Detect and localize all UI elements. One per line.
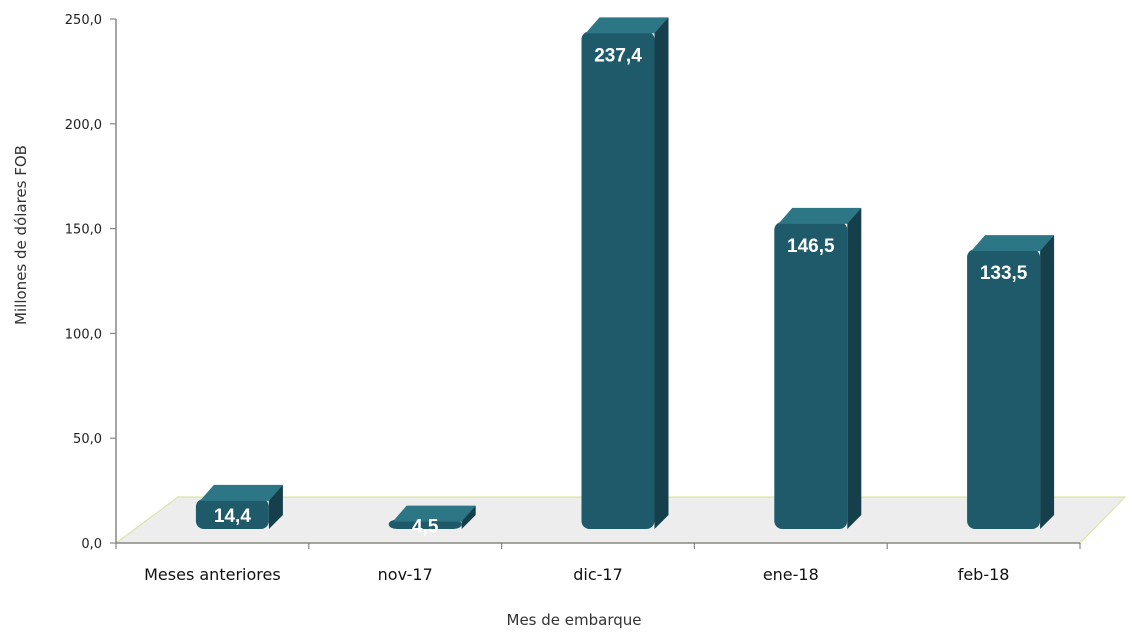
bar-side [1040,235,1055,529]
bar-top [971,235,1055,252]
bar-value-label: 4,5 [412,516,439,537]
x-tick-label: feb-18 [958,565,1010,584]
bar: 237,4 [581,17,669,529]
bar: 14,4 [195,484,283,529]
bar-side [847,207,862,529]
bar-value-label: 133,5 [980,263,1028,284]
bar-value-label: 146,5 [787,236,835,257]
y-tick-label: 250,0 [65,13,102,28]
x-tick-label: dic-17 [573,565,623,584]
bar-front [581,31,655,529]
bar-front [195,498,269,529]
bar-side [654,17,669,529]
bar: 146,5 [774,207,862,529]
y-tick-label: 200,0 [65,118,102,133]
x-axis-title: Mes de embarque [507,611,642,629]
bar-value-label: 237,4 [594,45,642,66]
bar-top [778,207,862,224]
bar-top [585,17,669,34]
bar-front [967,249,1041,529]
x-tick-label: nov-17 [378,565,433,584]
y-tick-label: 150,0 [65,223,102,238]
x-tick-label: Meses anteriores [144,565,281,584]
y-axis-title: Millones de dólares FOB [12,145,30,325]
bar-value-label: 14,4 [214,506,251,527]
x-tick-label: ene-18 [763,565,819,584]
bar-top [392,505,476,522]
y-tick-label: 0,0 [81,537,102,552]
bar: 133,5 [967,235,1055,529]
bar: 4,5 [388,505,476,537]
bar-front [774,221,848,529]
y-tick-label: 100,0 [65,327,102,342]
y-tick-label: 50,0 [73,432,102,447]
bar-side [461,505,476,529]
bar-top [199,484,283,501]
bar-front [388,519,462,529]
